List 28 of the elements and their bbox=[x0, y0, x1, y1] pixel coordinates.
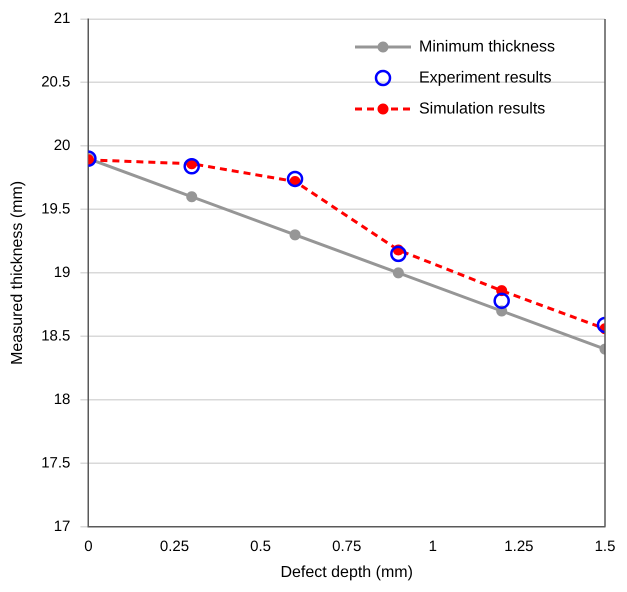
x-tick-label: 1.5 bbox=[594, 538, 616, 555]
x-tick-label: 0 bbox=[84, 538, 93, 555]
y-tick-label: 20.5 bbox=[41, 74, 70, 91]
point bbox=[286, 170, 304, 188]
point bbox=[392, 267, 404, 278]
legend-label: Minimum thickness bbox=[419, 38, 556, 56]
y-tick-label: 19.5 bbox=[41, 200, 70, 218]
point bbox=[183, 158, 200, 175]
x-tick-label: 1.25 bbox=[504, 538, 534, 555]
y-tick-label: 18.5 bbox=[41, 328, 70, 345]
y-axis-title: Measured thickness (mm) bbox=[9, 180, 26, 365]
y-tick-label: 20 bbox=[54, 137, 70, 154]
y-tick-label: 17 bbox=[54, 518, 70, 535]
y-tick-label: 18 bbox=[54, 390, 70, 408]
x-tick-label: 0.75 bbox=[332, 538, 362, 555]
point bbox=[390, 246, 407, 262]
x-axis-title: Defect depth (mm) bbox=[280, 564, 413, 581]
x-tick-label: 0.5 bbox=[250, 538, 272, 555]
y-tick-label: 21 bbox=[54, 10, 70, 28]
point bbox=[493, 292, 510, 310]
y-tick-label: 17.5 bbox=[41, 454, 70, 472]
x-tick-label: 1 bbox=[428, 538, 437, 555]
y-tick-label: 19 bbox=[54, 264, 70, 282]
legend-label: Experiment results bbox=[419, 69, 552, 86]
x-tick-label: 0.25 bbox=[160, 538, 190, 555]
legend-label: Simulation results bbox=[419, 100, 546, 118]
point bbox=[186, 191, 198, 202]
point bbox=[290, 229, 301, 240]
